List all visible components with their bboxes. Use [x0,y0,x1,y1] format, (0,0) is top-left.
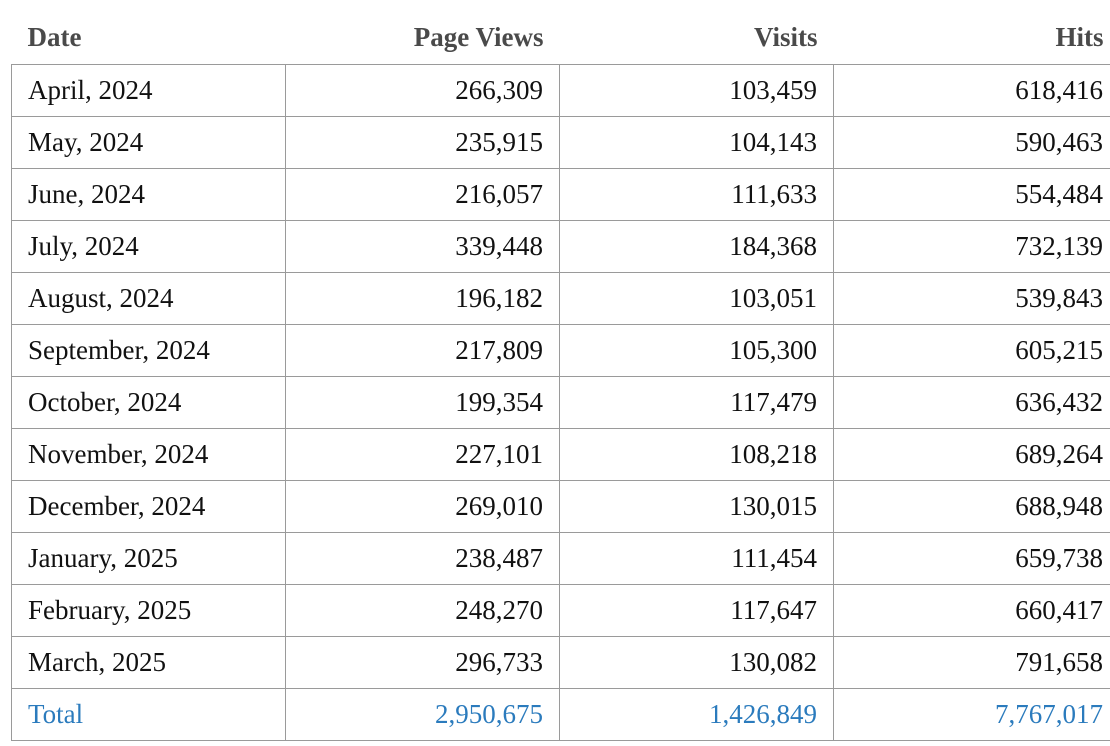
table-row: January, 2025 238,487 111,454 659,738 [11,531,1110,585]
table-row: November, 2024 227,101 108,218 689,264 [11,427,1110,481]
cell-visits: 103,459 [559,63,834,117]
cell-page-views: 238,487 [285,531,560,585]
cell-hits: 636,432 [833,375,1110,429]
table-row: August, 2024 196,182 103,051 539,843 [11,271,1110,325]
cell-hits: 590,463 [833,115,1110,169]
cell-hits: 660,417 [833,583,1110,637]
cell-visits: 184,368 [559,219,834,273]
table-row: February, 2025 248,270 117,647 660,417 [11,583,1110,637]
cell-page-views: 227,101 [285,427,560,481]
cell-hits: 659,738 [833,531,1110,585]
cell-hits: 539,843 [833,271,1110,325]
cell-visits: 117,647 [559,583,834,637]
cell-visits: 103,051 [559,271,834,325]
cell-date: February, 2025 [11,583,286,637]
cell-visits: 111,454 [559,531,834,585]
cell-hits: 732,139 [833,219,1110,273]
table-row: March, 2025 296,733 130,082 791,658 [11,635,1110,689]
cell-date: January, 2025 [11,531,286,585]
cell-page-views: 216,057 [285,167,560,221]
cell-visits: 130,082 [559,635,834,689]
statistics-table: Date Page Views Visits Hits April, 2024 2… [11,14,1110,741]
total-page-views: 2,950,675 [285,687,560,741]
cell-page-views: 296,733 [285,635,560,689]
column-header-visits: Visits [753,22,818,52]
cell-date: September, 2024 [11,323,286,377]
cell-page-views: 269,010 [285,479,560,533]
table-body: April, 2024 266,309 103,459 618,416 May, 202… [11,63,1110,741]
cell-date: June, 2024 [11,167,286,221]
table-row: December, 2024 269,010 130,015 688,948 [11,479,1110,533]
cell-hits: 554,484 [833,167,1110,221]
total-visits: 1,426,849 [559,687,834,741]
cell-visits: 108,218 [559,427,834,481]
cell-page-views: 199,354 [285,375,560,429]
table-row: October, 2024 199,354 117,479 636,432 [11,375,1110,429]
column-header-page-views: Page Views [413,22,544,52]
total-row: Total 2,950,675 1,426,849 7,767,017 [11,687,1110,741]
cell-page-views: 235,915 [285,115,560,169]
cell-visits: 104,143 [559,115,834,169]
table-row: July, 2024 339,448 184,368 732,139 [11,219,1110,273]
cell-date: July, 2024 [11,219,286,273]
cell-visits: 130,015 [559,479,834,533]
cell-date: December, 2024 [11,479,286,533]
cell-page-views: 196,182 [285,271,560,325]
column-header-date: Date [27,22,82,52]
cell-visits: 117,479 [559,375,834,429]
cell-visits: 105,300 [559,323,834,377]
cell-hits: 791,658 [833,635,1110,689]
table-row: May, 2024 235,915 104,143 590,463 [11,115,1110,169]
cell-hits: 618,416 [833,63,1110,117]
table-row: June, 2024 216,057 111,633 554,484 [11,167,1110,221]
cell-hits: 688,948 [833,479,1110,533]
cell-date: April, 2024 [11,63,286,117]
header-row: Date Page Views Visits Hits [12,14,1110,64]
cell-date: August, 2024 [11,271,286,325]
cell-visits: 111,633 [559,167,834,221]
cell-page-views: 248,270 [285,583,560,637]
cell-hits: 605,215 [833,323,1110,377]
cell-hits: 689,264 [833,427,1110,481]
cell-date: March, 2025 [11,635,286,689]
table-header: Date Page Views Visits Hits [12,14,1110,64]
cell-date: May, 2024 [11,115,286,169]
cell-page-views: 339,448 [285,219,560,273]
cell-page-views: 266,309 [285,63,560,117]
cell-date: October, 2024 [11,375,286,429]
total-hits: 7,767,017 [833,687,1110,741]
cell-page-views: 217,809 [285,323,560,377]
table-row: April, 2024 266,309 103,459 618,416 [11,63,1110,117]
table-row: September, 2024 217,809 105,300 605,215 [11,323,1110,377]
column-header-hits: Hits [1055,22,1104,52]
total-label: Total [11,687,286,741]
cell-date: November, 2024 [11,427,286,481]
